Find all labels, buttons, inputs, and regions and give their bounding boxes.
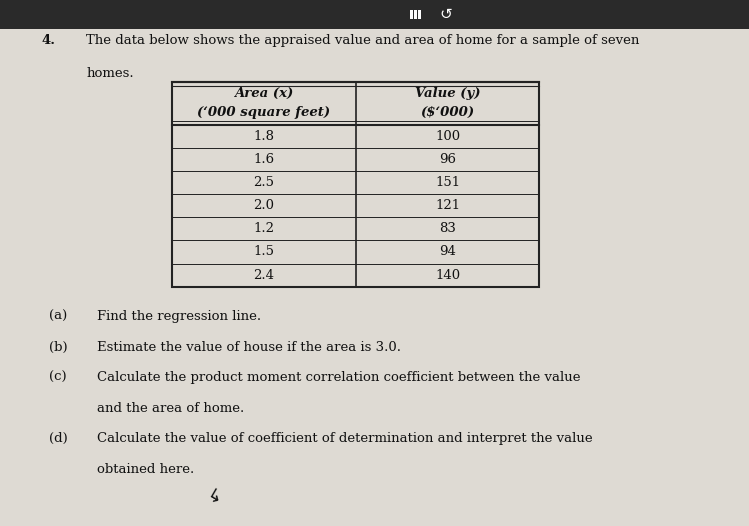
Text: 2.0: 2.0	[253, 199, 275, 212]
Text: 4.: 4.	[41, 34, 55, 47]
Text: 140: 140	[435, 269, 460, 281]
Text: (b): (b)	[49, 341, 67, 354]
Text: 1.5: 1.5	[253, 246, 275, 258]
Text: Value (y): Value (y)	[415, 87, 480, 99]
Bar	[418, 9, 421, 13]
Text: and the area of home.: and the area of home.	[97, 402, 245, 415]
Text: 2.5: 2.5	[253, 176, 275, 189]
Text: (‘000 square feet): (‘000 square feet)	[198, 106, 330, 118]
Text: Estimate the value of house if the area is 3.0.: Estimate the value of house if the area …	[97, 341, 401, 354]
Text: The data below shows the appraised value and area of home for a sample of seven: The data below shows the appraised value…	[86, 34, 640, 47]
Bar	[410, 9, 413, 13]
Text: 121: 121	[435, 199, 460, 212]
Bar	[414, 13, 417, 16]
Text: (d): (d)	[49, 432, 67, 446]
Bar	[410, 16, 413, 19]
Text: 151: 151	[435, 176, 460, 189]
Text: Find the regression line.: Find the regression line.	[97, 310, 261, 323]
Text: 100: 100	[435, 130, 460, 143]
Text: homes.: homes.	[86, 67, 134, 80]
Text: 96: 96	[439, 153, 456, 166]
Text: obtained here.: obtained here.	[97, 463, 195, 476]
Text: (c): (c)	[49, 371, 67, 385]
Text: Calculate the value of coefficient of determination and interpret the value: Calculate the value of coefficient of de…	[97, 432, 593, 446]
Text: 1.8: 1.8	[253, 130, 275, 143]
Bar	[414, 9, 417, 13]
Bar	[172, 82, 539, 287]
Text: 2.4: 2.4	[253, 269, 275, 281]
Text: 94: 94	[439, 246, 456, 258]
Bar	[0, 0, 749, 29]
Text: ↳: ↳	[202, 487, 225, 510]
Bar	[414, 16, 417, 19]
Bar	[410, 13, 413, 16]
Text: 1.2: 1.2	[253, 222, 275, 235]
Bar	[418, 13, 421, 16]
Text: Area (x): Area (x)	[234, 87, 294, 99]
Text: ↺: ↺	[439, 7, 452, 22]
Text: (a): (a)	[49, 310, 67, 323]
Text: ($‘000): ($‘000)	[420, 106, 475, 118]
Text: 1.6: 1.6	[253, 153, 275, 166]
Bar	[418, 16, 421, 19]
Text: 83: 83	[439, 222, 456, 235]
Text: Calculate the product moment correlation coefficient between the value: Calculate the product moment correlation…	[97, 371, 581, 385]
